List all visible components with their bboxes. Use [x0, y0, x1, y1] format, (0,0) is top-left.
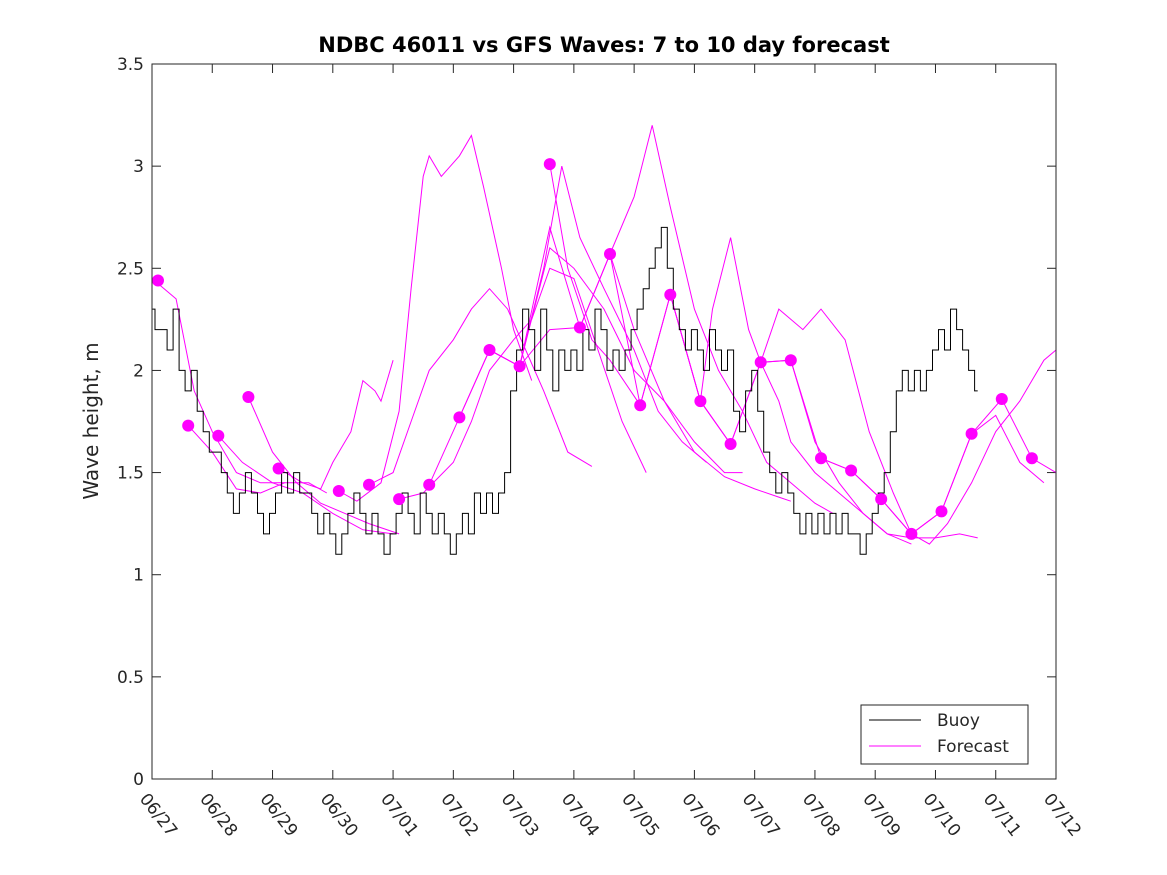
x-tick-label: 07/04: [557, 790, 603, 841]
x-tick-label: 07/06: [677, 790, 723, 841]
y-tick-label: 1.5: [117, 464, 144, 484]
x-tick-label: 07/03: [497, 790, 543, 841]
x-tick-label: 06/27: [135, 790, 181, 841]
legend-forecast-label: Forecast: [937, 737, 1009, 757]
y-tick-label: 2: [133, 361, 144, 381]
y-tick-label: 0: [133, 770, 144, 790]
x-tick-label: 06/28: [195, 790, 241, 841]
forecast-marker: [724, 438, 737, 450]
forecast-marker: [453, 411, 466, 424]
forecast-marker: [965, 427, 978, 440]
y-axis-tick-labels: 0 0.5 1 1.5 2 2.5 3 3.5: [117, 55, 144, 790]
y-tick-label: 3: [133, 157, 144, 177]
forecast-marker: [573, 321, 586, 334]
forecast-marker: [332, 485, 345, 497]
plot-background: [152, 64, 1056, 779]
legend-buoy-label: Buoy: [937, 711, 980, 731]
forecast-line: [151, 278, 285, 484]
forecast-marker: [272, 462, 285, 475]
forecast-marker: [905, 527, 918, 540]
forecast-marker: [815, 452, 827, 465]
forecast-marker: [664, 288, 677, 301]
x-tick-label: 07/02: [436, 790, 482, 841]
y-tick-label: 1: [133, 566, 144, 586]
forecast-line: [519, 125, 834, 514]
buoy-line: [152, 226, 978, 555]
x-tick-label: 07/12: [1039, 790, 1085, 841]
forecast-marker: [212, 429, 225, 442]
chart-title: NDBC 46011 vs GFS Waves: 7 to 10 day for…: [318, 33, 889, 57]
forecast-marker: [875, 493, 888, 506]
plot-frame: [151, 63, 1057, 780]
forecast-marker: [513, 360, 526, 373]
x-tick-label: 07/08: [798, 790, 844, 841]
forecast-line: [489, 252, 791, 502]
legend-box: [860, 704, 1029, 765]
forecast-line: [278, 360, 394, 490]
legend: Buoy Forecast: [860, 704, 1029, 765]
x-tick-label: 07/10: [919, 790, 965, 841]
y-tick-label: 0.5: [117, 668, 144, 688]
forecast-marker: [784, 354, 797, 367]
forecast-marker: [182, 419, 195, 432]
forecast-marker: [995, 393, 1008, 405]
forecast-marker: [543, 158, 556, 171]
buoy-series-group: [152, 226, 978, 555]
forecast-marker: [634, 399, 647, 412]
forecast-line: [368, 287, 593, 486]
x-tick-label: 07/09: [858, 790, 904, 841]
forecast-line: [338, 134, 533, 502]
x-tick-label: 06/29: [256, 790, 302, 841]
forecast-marker: [242, 391, 255, 403]
forecast-marker: [694, 395, 707, 408]
y-axis-label: Wave height, m: [79, 342, 103, 499]
forecast-markers-group: [152, 158, 1038, 540]
x-tick-label: 07/11: [979, 790, 1025, 841]
forecast-marker: [393, 493, 406, 506]
forecast-marker: [1025, 452, 1038, 465]
x-axis-tick-labels: 06/27 06/28 06/29 06/30 07/01 07/02 07/03 07/04…: [135, 790, 1085, 841]
forecast-marker: [152, 274, 164, 287]
forecast-marker: [483, 344, 496, 356]
x-tick-label: 07/01: [376, 790, 422, 841]
forecast-line: [247, 396, 400, 535]
x-tick-label: 06/30: [316, 790, 362, 841]
forecast-marker: [845, 464, 858, 477]
forecast-marker: [935, 505, 948, 518]
x-tick-label: 07/07: [738, 790, 784, 841]
forecast-marker: [363, 478, 375, 491]
x-tick-label: 07/05: [617, 790, 663, 841]
y-tick-label: 2.5: [117, 259, 144, 279]
forecast-marker: [754, 356, 767, 369]
y-tick-label: 3.5: [117, 55, 144, 75]
forecast-marker: [604, 248, 616, 260]
forecast-marker: [423, 478, 436, 491]
